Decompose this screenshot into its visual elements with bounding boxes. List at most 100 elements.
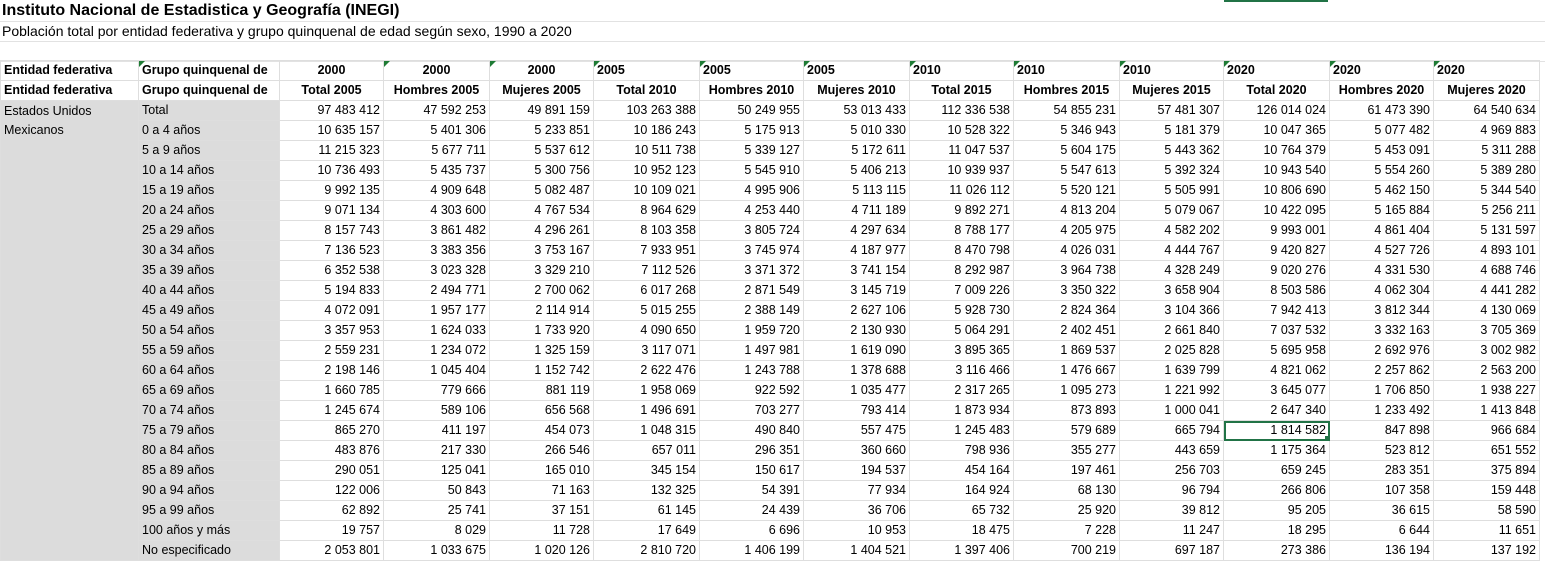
- value-cell[interactable]: 4 441 282: [1433, 280, 1540, 301]
- value-cell[interactable]: 700 219: [1013, 540, 1120, 561]
- age-group-cell[interactable]: 70 a 74 años: [138, 400, 280, 421]
- value-cell[interactable]: 1 152 742: [489, 360, 594, 381]
- value-cell[interactable]: 4 026 031: [1013, 240, 1120, 261]
- value-cell[interactable]: 197 461: [1013, 460, 1120, 481]
- table-row[interactable]: 60 a 64 años 2 198 146 1 045 404 1 152 742 2…: [1, 360, 1540, 381]
- age-group-cell[interactable]: 45 a 49 años: [138, 300, 280, 321]
- value-cell[interactable]: 4 821 062: [1223, 360, 1330, 381]
- age-group-cell[interactable]: 30 a 34 años: [138, 240, 280, 261]
- value-cell[interactable]: 2 692 976: [1329, 340, 1434, 361]
- value-cell[interactable]: 58 590: [1433, 500, 1540, 521]
- value-cell[interactable]: 1 476 667: [1013, 360, 1120, 381]
- header-entity-label[interactable]: Entidad federativa: [0, 80, 139, 101]
- age-group-cell[interactable]: 65 a 69 años: [138, 380, 280, 401]
- value-cell[interactable]: 10 952 123: [593, 160, 700, 181]
- value-cell[interactable]: 4 813 204: [1013, 200, 1120, 221]
- value-cell[interactable]: 5 554 260: [1329, 160, 1434, 181]
- header-year[interactable]: 2000: [383, 60, 490, 81]
- value-cell[interactable]: 3 753 167: [489, 240, 594, 261]
- value-cell[interactable]: 483 876: [279, 440, 384, 461]
- value-cell[interactable]: 10 186 243: [593, 120, 700, 141]
- value-cell[interactable]: 4 582 202: [1119, 220, 1224, 241]
- value-cell[interactable]: 8 503 586: [1223, 280, 1330, 301]
- value-cell[interactable]: 3 805 724: [699, 220, 804, 241]
- table-row[interactable]: 70 a 74 años 1 245 674 589 106 656 568 1 496…: [1, 400, 1540, 421]
- value-cell[interactable]: 266 806: [1223, 480, 1330, 501]
- value-cell[interactable]: 159 448: [1433, 480, 1540, 501]
- value-cell[interactable]: 3 895 365: [909, 340, 1014, 361]
- value-cell[interactable]: 1 020 126: [489, 540, 594, 561]
- subtitle-row[interactable]: Población total por entidad federativa y…: [0, 21, 1545, 42]
- value-cell[interactable]: 25 920: [1013, 500, 1120, 521]
- header-year[interactable]: 2010: [1013, 60, 1120, 81]
- value-cell[interactable]: 10 422 095: [1223, 200, 1330, 221]
- value-cell[interactable]: 2 402 451: [1013, 320, 1120, 341]
- value-cell[interactable]: 7 112 526: [593, 260, 700, 281]
- value-cell[interactable]: 2 198 146: [279, 360, 384, 381]
- value-cell[interactable]: 798 936: [909, 440, 1014, 461]
- value-cell[interactable]: 7 037 532: [1223, 320, 1330, 341]
- title-row[interactable]: Instituto Nacional de Estadistica y Geog…: [0, 0, 1545, 22]
- value-cell[interactable]: 54 855 231: [1013, 100, 1120, 121]
- header-column[interactable]: Total 2005: [279, 80, 384, 101]
- value-cell[interactable]: 1 873 934: [909, 400, 1014, 421]
- value-cell[interactable]: 1 619 090: [803, 340, 910, 361]
- value-cell[interactable]: 2 700 062: [489, 280, 594, 301]
- value-cell[interactable]: 11 215 323: [279, 140, 384, 161]
- value-cell[interactable]: 5 401 306: [383, 120, 490, 141]
- age-group-cell[interactable]: No especificado: [138, 540, 280, 561]
- value-cell[interactable]: 1 095 273: [1013, 380, 1120, 401]
- value-cell[interactable]: 36 615: [1329, 500, 1434, 521]
- value-cell[interactable]: 5 462 150: [1329, 180, 1434, 201]
- header-year[interactable]: 2010: [1119, 60, 1224, 81]
- value-cell[interactable]: 4 688 746: [1433, 260, 1540, 281]
- header-column[interactable]: Mujeres 2005: [489, 80, 594, 101]
- value-cell[interactable]: 3 357 953: [279, 320, 384, 341]
- value-cell[interactable]: 2 810 720: [593, 540, 700, 561]
- value-cell[interactable]: 126 014 024: [1223, 100, 1330, 121]
- value-cell[interactable]: 1 233 492: [1329, 400, 1434, 421]
- value-cell[interactable]: 4 187 977: [803, 240, 910, 261]
- value-cell[interactable]: 6 352 538: [279, 260, 384, 281]
- value-cell[interactable]: 5 392 324: [1119, 160, 1224, 181]
- value-cell[interactable]: 1 959 720: [699, 320, 804, 341]
- value-cell[interactable]: 651 552: [1433, 440, 1540, 461]
- value-cell[interactable]: 1 406 199: [699, 540, 804, 561]
- value-cell[interactable]: 5 165 884: [1329, 200, 1434, 221]
- age-group-cell[interactable]: 100 años y más: [138, 520, 280, 541]
- value-cell[interactable]: 97 483 412: [279, 100, 384, 121]
- value-cell[interactable]: 4 090 650: [593, 320, 700, 341]
- value-cell[interactable]: 62 892: [279, 500, 384, 521]
- value-cell[interactable]: 345 154: [593, 460, 700, 481]
- value-cell[interactable]: 4 969 883: [1433, 120, 1540, 141]
- value-cell[interactable]: 10 943 540: [1223, 160, 1330, 181]
- value-cell[interactable]: 659 245: [1223, 460, 1330, 481]
- value-cell[interactable]: 10 109 021: [593, 180, 700, 201]
- value-cell[interactable]: 4 767 534: [489, 200, 594, 221]
- value-cell[interactable]: 1 413 848: [1433, 400, 1540, 421]
- value-cell[interactable]: 18 475: [909, 520, 1014, 541]
- value-cell[interactable]: 18 295: [1223, 520, 1330, 541]
- table-row[interactable]: Estados Unidos Mexicanos Total 97 483 412 4…: [0, 100, 1540, 561]
- value-cell[interactable]: 665 794: [1119, 420, 1224, 441]
- value-cell[interactable]: 5 010 330: [803, 120, 910, 141]
- value-cell[interactable]: 966 684: [1433, 420, 1540, 441]
- value-cell[interactable]: 3 329 210: [489, 260, 594, 281]
- value-cell[interactable]: 1 000 041: [1119, 400, 1224, 421]
- value-cell[interactable]: 3 745 974: [699, 240, 804, 261]
- header-column[interactable]: Mujeres 2015: [1119, 80, 1224, 101]
- value-cell[interactable]: 11 047 537: [909, 140, 1014, 161]
- header-year[interactable]: 2000: [489, 60, 594, 81]
- value-cell[interactable]: 1 706 850: [1329, 380, 1434, 401]
- age-group-cell[interactable]: 15 a 19 años: [138, 180, 280, 201]
- value-cell[interactable]: 4 130 069: [1433, 300, 1540, 321]
- value-cell[interactable]: 5 194 833: [279, 280, 384, 301]
- value-cell[interactable]: 11 026 112: [909, 180, 1014, 201]
- value-cell[interactable]: 5 435 737: [383, 160, 490, 181]
- value-cell[interactable]: 8 029: [383, 520, 490, 541]
- value-cell[interactable]: 6 017 268: [593, 280, 700, 301]
- value-cell[interactable]: 25 741: [383, 500, 490, 521]
- header-column[interactable]: Hombres 2020: [1329, 80, 1434, 101]
- age-group-cell[interactable]: 40 a 44 años: [138, 280, 280, 301]
- value-cell[interactable]: 4 331 530: [1329, 260, 1434, 281]
